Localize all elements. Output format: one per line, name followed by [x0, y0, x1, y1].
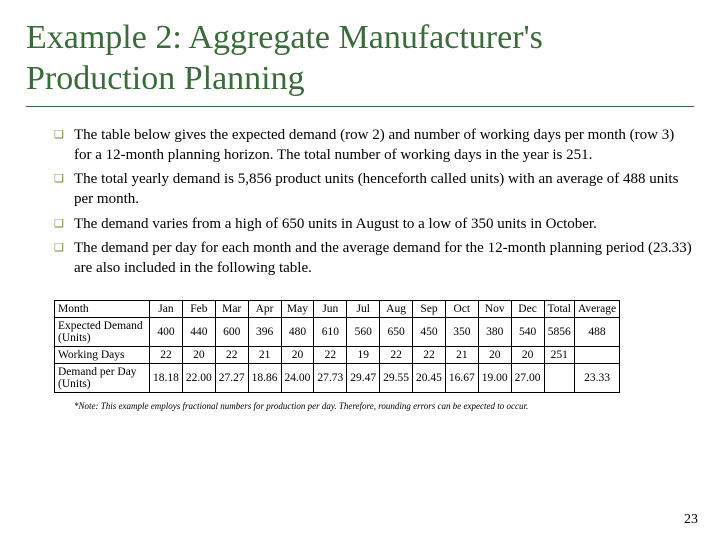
- col-header: Feb: [182, 301, 215, 318]
- demand-table: Month Jan Feb Mar Apr May Jun Jul Aug Se…: [54, 300, 620, 393]
- cell: 27.73: [314, 364, 347, 393]
- row-label: Demand per Day (Units): [55, 364, 150, 393]
- cell: 400: [150, 318, 183, 347]
- cell: 27.27: [215, 364, 248, 393]
- col-header: Aug: [380, 301, 413, 318]
- col-header: Nov: [478, 301, 511, 318]
- bullet-icon: ❑: [54, 125, 74, 166]
- bullet-item: ❑ The demand varies from a high of 650 u…: [54, 214, 694, 234]
- cell: 22: [380, 347, 413, 364]
- cell: 540: [511, 318, 544, 347]
- cell: 650: [380, 318, 413, 347]
- cell: 560: [347, 318, 380, 347]
- col-header: Sep: [413, 301, 446, 318]
- cell: 610: [314, 318, 347, 347]
- col-header: Total: [544, 301, 574, 318]
- bullet-text: The demand per day for each month and th…: [74, 238, 694, 279]
- cell: 20: [182, 347, 215, 364]
- cell: 440: [182, 318, 215, 347]
- table-row: Demand per Day (Units) 18.18 22.00 27.27…: [55, 364, 620, 393]
- cell: 450: [413, 318, 446, 347]
- bullet-item: ❑ The table below gives the expected dem…: [54, 125, 694, 166]
- cell: 488: [574, 318, 619, 347]
- table-row: Expected Demand (Units) 400 440 600 396 …: [55, 318, 620, 347]
- cell: 251: [544, 347, 574, 364]
- col-header: Apr: [248, 301, 281, 318]
- cell: 22: [215, 347, 248, 364]
- col-header: Jun: [314, 301, 347, 318]
- cell: 18.86: [248, 364, 281, 393]
- bullet-icon: ❑: [54, 169, 74, 210]
- cell: [544, 364, 574, 393]
- cell: 20: [478, 347, 511, 364]
- cell: 19: [347, 347, 380, 364]
- cell: 21: [248, 347, 281, 364]
- bullet-item: ❑ The total yearly demand is 5,856 produ…: [54, 169, 694, 210]
- cell: 380: [478, 318, 511, 347]
- table-header-row: Month Jan Feb Mar Apr May Jun Jul Aug Se…: [55, 301, 620, 318]
- cell: 22: [150, 347, 183, 364]
- cell: 20: [281, 347, 314, 364]
- cell: 480: [281, 318, 314, 347]
- bullet-item: ❑ The demand per day for each month and …: [54, 238, 694, 279]
- table-row: Working Days 22 20 22 21 20 22 19 22 22 …: [55, 347, 620, 364]
- cell: 600: [215, 318, 248, 347]
- bullet-text: The table below gives the expected deman…: [74, 125, 694, 166]
- cell: 23.33: [574, 364, 619, 393]
- col-header: Month: [55, 301, 150, 318]
- cell: 22: [413, 347, 446, 364]
- cell: 29.55: [380, 364, 413, 393]
- bullet-icon: ❑: [54, 238, 74, 279]
- cell: [574, 347, 619, 364]
- cell: 350: [445, 318, 478, 347]
- cell: 27.00: [511, 364, 544, 393]
- cell: 22.00: [182, 364, 215, 393]
- cell: 21: [445, 347, 478, 364]
- col-header: May: [281, 301, 314, 318]
- bullet-text: The demand varies from a high of 650 uni…: [74, 214, 694, 234]
- cell: 396: [248, 318, 281, 347]
- col-header: Jan: [150, 301, 183, 318]
- row-label: Working Days: [55, 347, 150, 364]
- col-header: Mar: [215, 301, 248, 318]
- bullet-list: ❑ The table below gives the expected dem…: [26, 125, 694, 279]
- cell: 16.67: [445, 364, 478, 393]
- cell: 18.18: [150, 364, 183, 393]
- cell: 5856: [544, 318, 574, 347]
- cell: 20: [511, 347, 544, 364]
- bullet-text: The total yearly demand is 5,856 product…: [74, 169, 694, 210]
- col-header: Jul: [347, 301, 380, 318]
- col-header: Average: [574, 301, 619, 318]
- col-header: Oct: [445, 301, 478, 318]
- slide-title: Example 2: Aggregate Manufacturer's Prod…: [26, 18, 694, 107]
- footnote: *Note: This example employs fractional n…: [74, 401, 694, 411]
- cell: 29.47: [347, 364, 380, 393]
- cell: 20.45: [413, 364, 446, 393]
- page-number: 23: [684, 512, 698, 528]
- cell: 19.00: [478, 364, 511, 393]
- col-header: Dec: [511, 301, 544, 318]
- cell: 22: [314, 347, 347, 364]
- row-label: Expected Demand (Units): [55, 318, 150, 347]
- bullet-icon: ❑: [54, 214, 74, 234]
- cell: 24.00: [281, 364, 314, 393]
